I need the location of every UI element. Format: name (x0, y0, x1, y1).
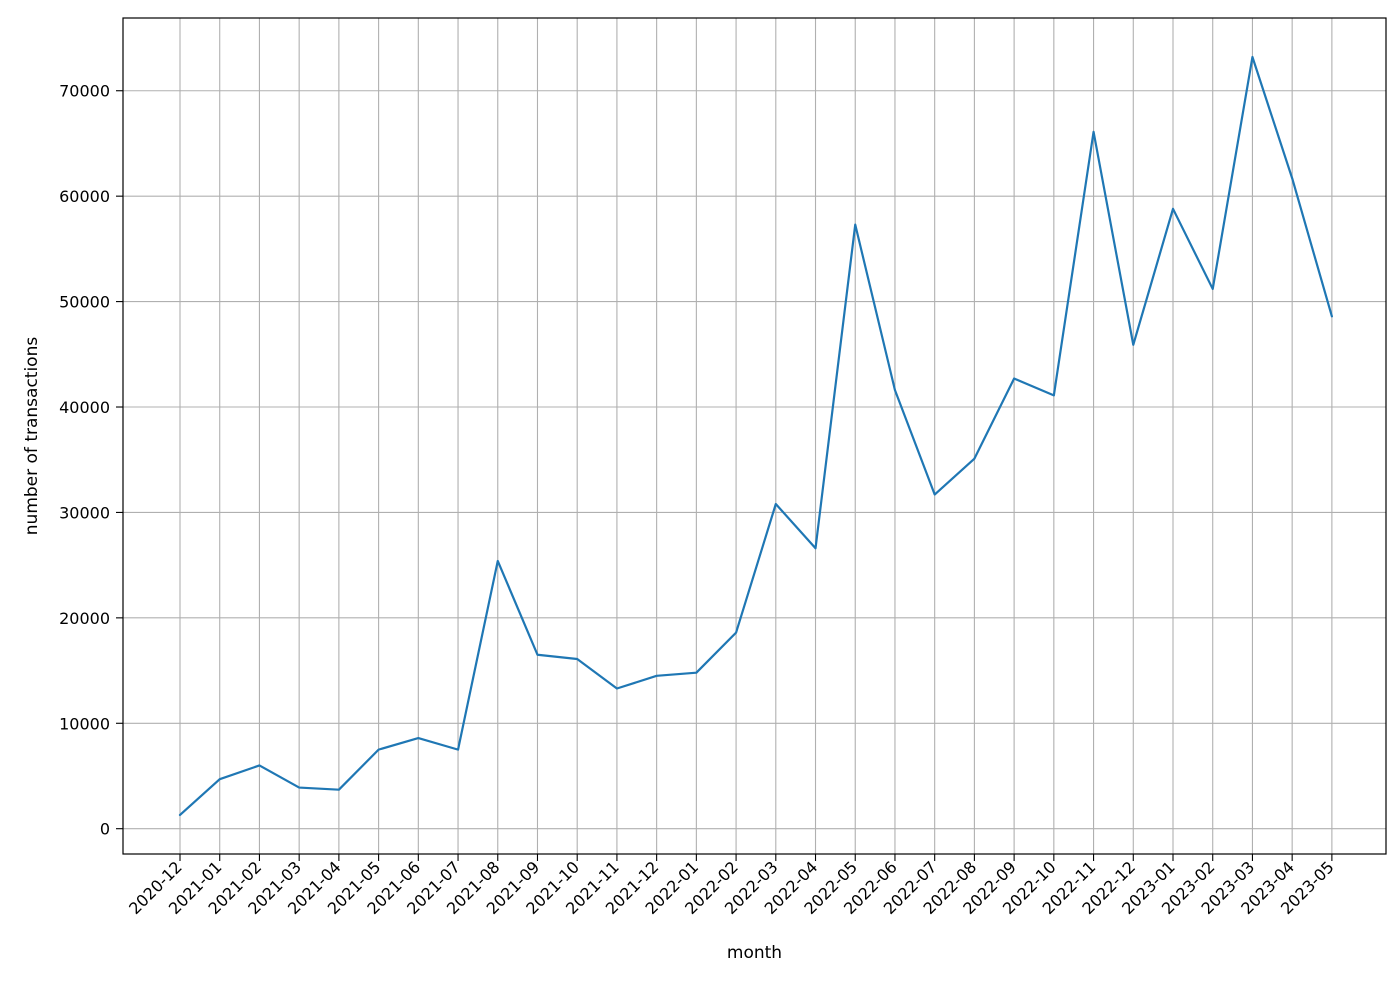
plot-area-frame (122, 17, 1387, 855)
series-layer (178, 55, 1333, 817)
y-tick-label: 10000 (59, 714, 110, 733)
y-tick-label: 50000 (59, 293, 110, 312)
grid (123, 18, 1386, 854)
y-tick-label: 30000 (59, 503, 110, 522)
y-tick-label: 60000 (59, 187, 110, 206)
y-tick-label: 40000 (59, 398, 110, 417)
y-tick-label: 0 (100, 820, 110, 839)
y-tick-label: 70000 (59, 82, 110, 101)
y-tick-label: 20000 (59, 609, 110, 628)
series-line (178, 55, 1333, 817)
y-axis-label: number of transactions (22, 337, 42, 536)
x-axis-label: month (727, 943, 782, 963)
